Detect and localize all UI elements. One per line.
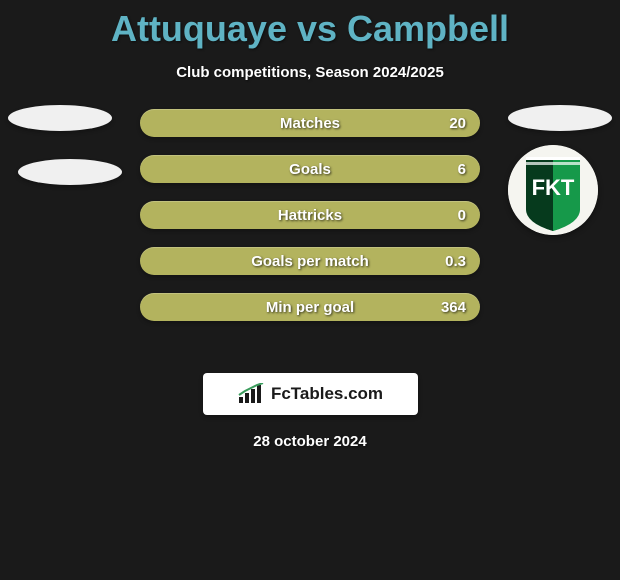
bar-minpg: Min per goal 364: [140, 293, 480, 321]
page-title: Attuquaye vs Campbell: [0, 0, 620, 50]
club-badge: FKT: [508, 145, 598, 235]
page-subtitle: Club competitions, Season 2024/2025: [0, 64, 620, 81]
footer-brand-box: FcTables.com: [203, 373, 418, 415]
footer-date: 28 october 2024: [0, 433, 620, 450]
bar-minpg-value: 364: [441, 299, 466, 316]
player-right-ellipse-1: [508, 105, 612, 131]
bar-gpm: Goals per match 0.3: [140, 247, 480, 275]
bar-hattricks-value: 0: [458, 207, 466, 224]
footer-brand-text: FcTables.com: [271, 384, 383, 404]
bar-matches-label: Matches: [280, 115, 340, 132]
right-player-shapes: FKT: [508, 105, 620, 235]
bar-matches: Matches 20: [140, 109, 480, 137]
svg-text:FKT: FKT: [532, 175, 575, 200]
player-left-ellipse-1: [8, 105, 112, 131]
bar-hattricks-label: Hattricks: [278, 207, 342, 224]
bar-minpg-label: Min per goal: [266, 299, 354, 316]
left-player-shapes: [0, 105, 122, 185]
bar-goals: Goals 6: [140, 155, 480, 183]
bar-goals-label: Goals: [289, 161, 331, 178]
bar-hattricks: Hattricks 0: [140, 201, 480, 229]
bar-matches-value: 20: [449, 115, 466, 132]
bar-goals-value: 6: [458, 161, 466, 178]
bar-gpm-label: Goals per match: [251, 253, 369, 270]
chart-icon: [237, 383, 265, 405]
stat-bars: Matches 20 Goals 6 Hattricks 0 Goals per…: [140, 109, 480, 321]
stat-area: FKT Matches 20 Goals 6 Hattricks 0 Goals…: [0, 109, 620, 359]
bar-gpm-value: 0.3: [445, 253, 466, 270]
club-badge-svg: FKT: [508, 145, 598, 235]
player-left-ellipse-2: [18, 159, 122, 185]
